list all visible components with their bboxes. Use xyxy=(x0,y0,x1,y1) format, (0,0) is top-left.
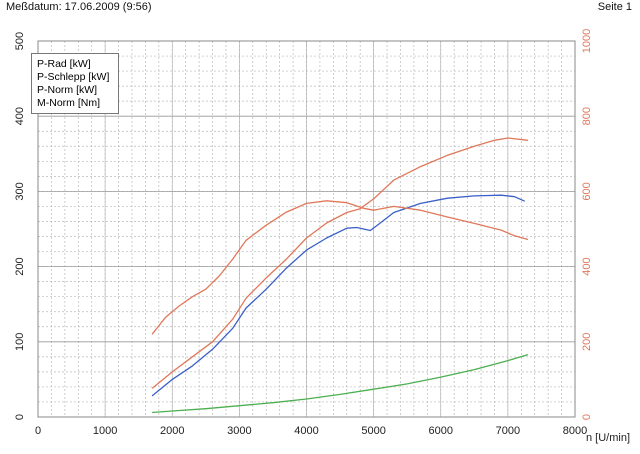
right-y-tick-label: 0 xyxy=(581,414,593,420)
plot-frame xyxy=(37,40,576,418)
series-line-2 xyxy=(151,137,529,389)
left-y-tick-label: 400 xyxy=(14,107,26,125)
x-tick-label: 2000 xyxy=(160,425,184,437)
x-tick-label: 8000 xyxy=(563,425,587,437)
left-y-tick-label: 500 xyxy=(14,32,26,50)
x-tick-label: 6000 xyxy=(429,425,453,437)
measurement-date: Meßdatum: 17.06.2009 (9:56) xyxy=(6,1,152,13)
x-tick-label: 3000 xyxy=(227,425,251,437)
legend-p-norm: P-Norm [kW] xyxy=(37,84,98,96)
x-tick-label: 7000 xyxy=(496,425,520,437)
legend-p-schlepp: P-Schlepp [kW] xyxy=(37,71,110,83)
legend-p-rad: P-Rad [kW] xyxy=(37,58,91,70)
left-y-tick-label: 200 xyxy=(14,257,26,275)
chart-legend: P-Rad [kW] P-Schlepp [kW] P-Norm [kW] M-… xyxy=(31,53,119,114)
x-tick-label: 0 xyxy=(35,425,41,437)
left-y-tick-label: 300 xyxy=(14,182,26,200)
right-y-tick-label: 600 xyxy=(581,182,593,200)
right-y-tick-label: 400 xyxy=(581,257,593,275)
x-axis-label: n [U/min] xyxy=(586,432,630,444)
left-y-tick-label: 0 xyxy=(14,414,26,420)
series-line-3 xyxy=(151,200,529,335)
right-y-tick-label: 800 xyxy=(581,107,593,125)
page-number: Seite 1 xyxy=(597,1,632,13)
series-layer xyxy=(151,137,529,414)
legend-m-norm: M-Norm [Nm] xyxy=(37,97,100,109)
x-tick-label: 5000 xyxy=(361,425,385,437)
x-tick-label: 4000 xyxy=(294,425,318,437)
right-y-tick-label: 1000 xyxy=(581,29,593,53)
left-y-tick-label: 100 xyxy=(14,333,26,351)
grid-layer xyxy=(37,40,576,418)
series-line-0 xyxy=(151,194,525,397)
series-line-1 xyxy=(152,353,529,414)
right-y-tick-label: 200 xyxy=(581,333,593,351)
x-tick-label: 1000 xyxy=(93,425,117,437)
